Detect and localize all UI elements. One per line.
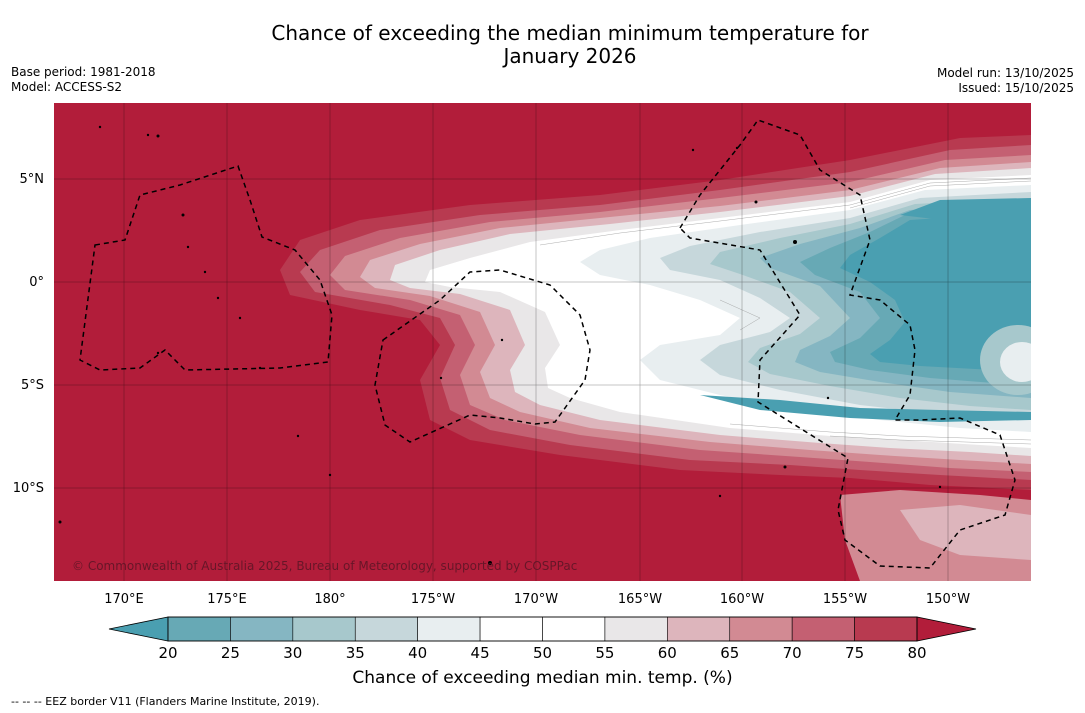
colorbar-segment [479,616,543,642]
lat-tick-label: 5°N [20,172,45,187]
eez-footnote: -- -- -- EEZ border V11 (Flanders Marine… [11,695,320,708]
eez-boundary-west [79,165,333,371]
field-below-20-lower [700,395,1031,422]
contour-lines [539,177,1031,445]
issued-date: Issued: 15/10/2025 [958,81,1074,95]
colorbar-segment [542,616,606,642]
copyright-notice: © Commonwealth of Australia 2025, Bureau… [72,559,578,573]
colorbar-tick-label: 45 [471,644,490,662]
eez-borders [79,119,1016,569]
colorbar-tick-label: 70 [783,644,802,662]
field-southeast-patch-inner [900,505,1031,560]
colorbar-frame [167,616,918,642]
eez-boundary-east [679,119,1016,569]
lat-tick-label: 10°S [13,481,44,496]
colorbar-segment [604,616,668,642]
colorbar-ticks: 20 25 30 35 40 45 50 55 60 65 70 75 80 [158,644,926,662]
colorbar-segment [354,616,418,642]
colorbar-segment [667,616,731,642]
colorbar-segment [791,616,855,642]
colorbar-tick-label: 20 [158,644,177,662]
map-title: Chance of exceeding the median minimum t… [240,22,900,68]
colorbar-tick-label: 60 [658,644,677,662]
lon-tick-label: 180° [314,592,345,607]
lon-tick-label: 175°W [411,592,455,607]
colorbar-segment [230,616,294,642]
title-line-2: January 2026 [503,44,637,68]
lon-tick-label: 160°W [720,592,764,607]
axis-labels: 170°E 175°E 180° 175°W 170°W 165°W 160°W… [13,172,971,607]
colorbar-tick-label: 80 [907,644,926,662]
meta-left: Base period: 1981-2018 Model: ACCESS-S2 [11,65,156,95]
colorbar-segment [292,616,356,642]
colorbar-over-arrow [916,616,977,642]
colorbar-under-arrow [108,616,169,642]
lon-tick-label: 155°W [823,592,867,607]
lat-tick-label: 5°S [21,378,44,393]
colorbar-tick-label: 30 [283,644,302,662]
colorbar: 20 25 30 35 40 45 50 55 60 65 70 75 80 [108,616,977,662]
colorbar-segment [167,616,231,642]
colorbar-tick-label: 40 [408,644,427,662]
lon-tick-label: 170°E [104,592,144,607]
meta-right: Model run: 13/10/2025 Issued: 15/10/2025 [937,66,1074,96]
lon-tick-label: 165°W [618,592,662,607]
lon-tick-label: 170°W [514,592,558,607]
model-name: Model: ACCESS-S2 [11,80,123,94]
graticule [54,103,1031,581]
model-run: Model run: 13/10/2025 [936,66,1074,80]
colorbar-segment [417,616,481,642]
colorbar-segments [167,616,918,642]
field-below-20-upper [900,198,1031,222]
colorbar-tick-label: 65 [720,644,739,662]
map-field [54,103,1031,581]
colorbar-segment [729,616,793,642]
islands [58,125,942,565]
colorbar-segment [854,616,918,642]
base-period: Base period: 1981-2018 [11,65,156,79]
colorbar-label: Chance of exceeding median min. temp. (%… [352,668,733,688]
field-below-20 [840,212,1031,372]
field-east-eddy-inner [1000,342,1031,382]
colorbar-tick-label: 35 [346,644,365,662]
colorbar-tick-label: 50 [533,644,552,662]
colorbar-tick-label: 75 [845,644,864,662]
eez-boundary-central [374,269,591,443]
lat-tick-label: 0° [29,275,44,290]
lon-tick-label: 175°E [207,592,247,607]
title-line-1: Chance of exceeding the median minimum t… [271,21,869,45]
colorbar-tick-label: 55 [595,644,614,662]
colorbar-tick-label: 25 [221,644,240,662]
lon-tick-label: 150°W [926,592,970,607]
